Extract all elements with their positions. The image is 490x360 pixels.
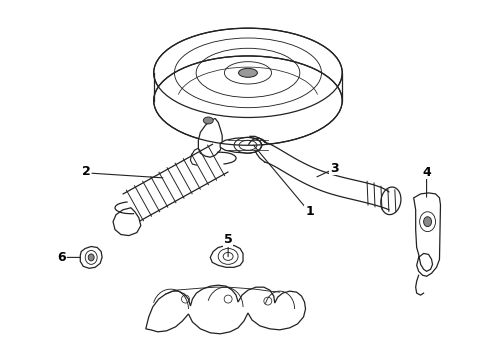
Ellipse shape [424,217,432,227]
Polygon shape [198,118,222,157]
Polygon shape [220,137,262,153]
Polygon shape [146,285,306,334]
Ellipse shape [154,28,342,117]
Polygon shape [265,142,389,210]
Text: 2: 2 [82,165,91,177]
Polygon shape [414,193,441,276]
Ellipse shape [203,117,213,124]
Ellipse shape [154,56,342,145]
Text: 6: 6 [57,251,66,264]
Polygon shape [80,247,102,268]
Text: 4: 4 [422,166,431,179]
Text: 1: 1 [305,205,314,218]
Polygon shape [113,208,141,235]
Polygon shape [210,246,243,267]
Text: 3: 3 [330,162,339,175]
Ellipse shape [88,254,94,261]
Ellipse shape [239,68,257,77]
Text: 5: 5 [224,233,233,246]
